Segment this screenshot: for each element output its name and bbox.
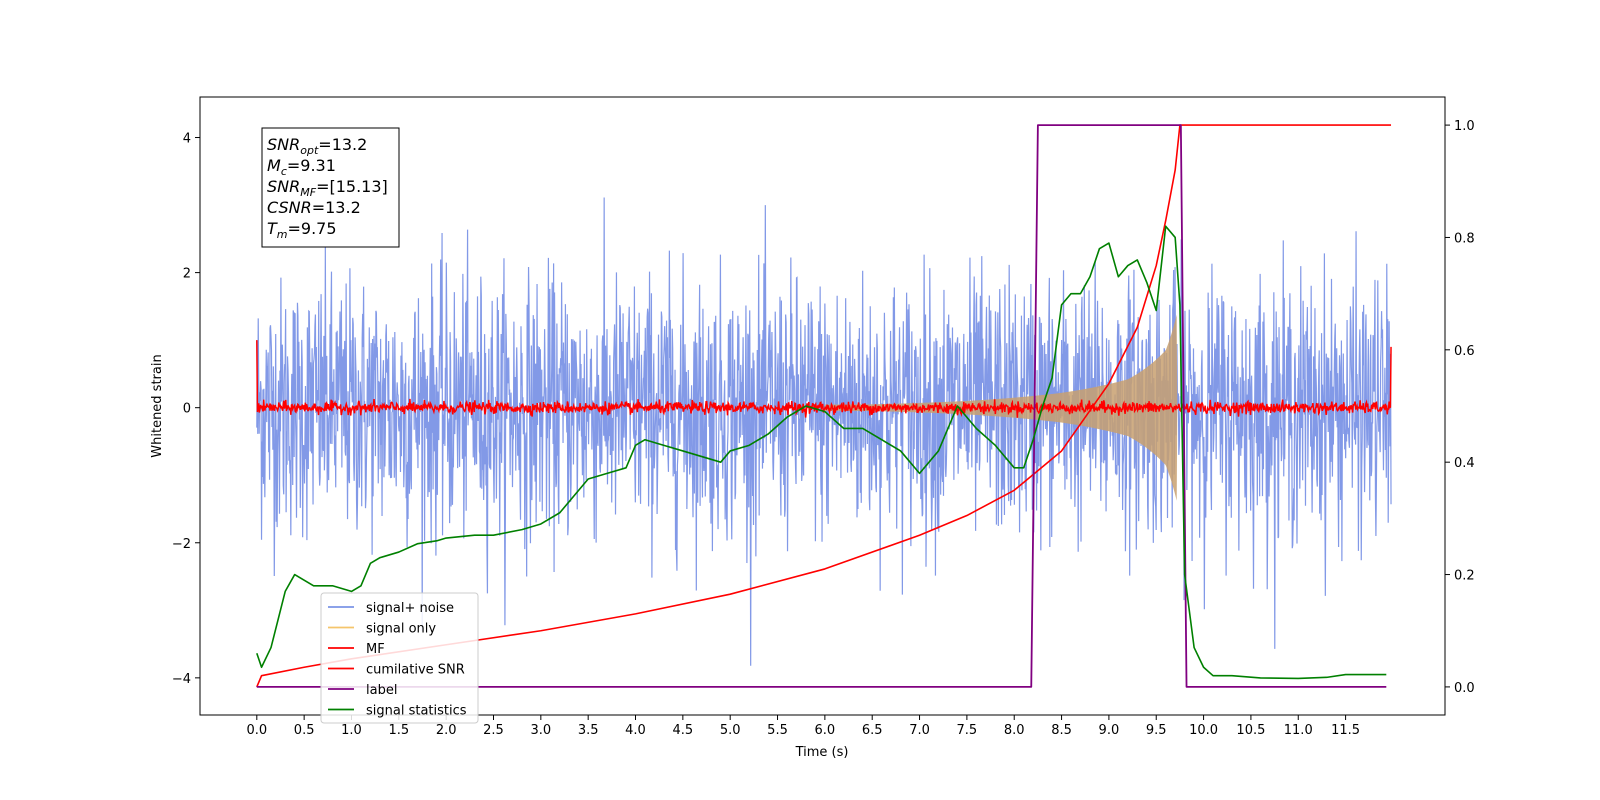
- x-tick-label: 8.5: [1051, 723, 1072, 738]
- legend-label: MF: [366, 642, 385, 657]
- plot-frame: [199, 96, 1446, 716]
- x-tick-label: 2.5: [483, 723, 504, 738]
- legend: signal+ noise signal only MF cumilative SNR…: [320, 592, 479, 724]
- x-tick-label: 5.0: [720, 723, 741, 738]
- x-tick-label: 0.0: [246, 723, 267, 738]
- x-tick-label: 10.5: [1236, 723, 1265, 738]
- legend-label: label: [366, 683, 397, 698]
- csnr-stat: CSNR=13.2: [267, 198, 361, 217]
- mc-stat: Mc=9.31: [267, 156, 336, 178]
- x-tick-label: 1.0: [341, 723, 362, 738]
- x-axis-label: Time (s): [795, 745, 849, 760]
- signal-statistics-line: [256, 225, 1387, 680]
- y2-tick-label: 0.0: [1454, 681, 1475, 696]
- x-tick-label: 9.5: [1146, 723, 1167, 738]
- snr-mf-stat: SNRMF=[15.13]: [267, 177, 388, 199]
- signal-statistics-series: [256, 225, 1387, 680]
- y2-tick-label: 0.2: [1454, 569, 1475, 584]
- x-tick-label: 3.5: [578, 723, 599, 738]
- y-tick-label: 4: [183, 132, 191, 147]
- signal-plus-noise-line: [256, 197, 1392, 666]
- signal-plus-noise-series: [256, 197, 1392, 666]
- x-tick-label: 1.5: [388, 723, 409, 738]
- y-tick-label: 0: [183, 402, 191, 417]
- label-series: [256, 124, 1387, 688]
- x-tick-label: 6.5: [862, 723, 883, 738]
- x-tick-label: 4.5: [673, 723, 694, 738]
- y-axis-label: Whitened strain: [150, 354, 165, 457]
- legend-label: signal only: [366, 622, 436, 637]
- tm-stat: Tm=9.75: [267, 219, 337, 241]
- x-tick-label: 9.0: [1099, 723, 1120, 738]
- legend-label: signal statistics: [366, 704, 467, 719]
- x-tick-label: 6.0: [815, 723, 836, 738]
- x-tick-label: 0.5: [294, 723, 315, 738]
- x-tick-label: 4.0: [625, 723, 646, 738]
- legend-label: cumilative SNR: [366, 663, 465, 678]
- stats-box: SNRopt=13.2 Mc=9.31 SNRMF=[15.13] CSNR=1…: [261, 127, 400, 248]
- y-tick-label: −4: [172, 672, 191, 687]
- y-axis-right: 0.0 0.2 0.4 0.6 0.8 1.0: [1445, 119, 1475, 696]
- x-tick-label: 11.0: [1284, 723, 1313, 738]
- y2-tick-label: 1.0: [1454, 119, 1475, 134]
- y2-tick-label: 0.4: [1454, 456, 1475, 471]
- x-tick-label: 11.5: [1331, 723, 1360, 738]
- y-axis-left: −4 −2 0 2 4: [172, 132, 200, 687]
- x-tick-label: 2.0: [436, 723, 457, 738]
- x-tick-label: 7.0: [909, 723, 930, 738]
- x-tick-label: 5.5: [767, 723, 788, 738]
- x-tick-label: 10.0: [1189, 723, 1218, 738]
- y2-tick-label: 0.6: [1454, 344, 1475, 359]
- legend-label: signal+ noise: [366, 601, 454, 616]
- x-tick-label: 7.5: [957, 723, 978, 738]
- snr-opt-stat: SNRopt=13.2: [267, 135, 367, 157]
- x-axis: 0.0 0.5 1.0 1.5 2.0 2.5 3.0 3.5 4.0 4.5 5.0 5.5 6.0 6…: [246, 715, 1360, 738]
- x-tick-label: 3.0: [530, 723, 551, 738]
- x-tick-label: 8.0: [1004, 723, 1025, 738]
- y-tick-label: −2: [172, 537, 191, 552]
- label-line: [256, 124, 1387, 688]
- y-tick-label: 2: [183, 267, 191, 282]
- y2-tick-label: 0.8: [1454, 231, 1475, 246]
